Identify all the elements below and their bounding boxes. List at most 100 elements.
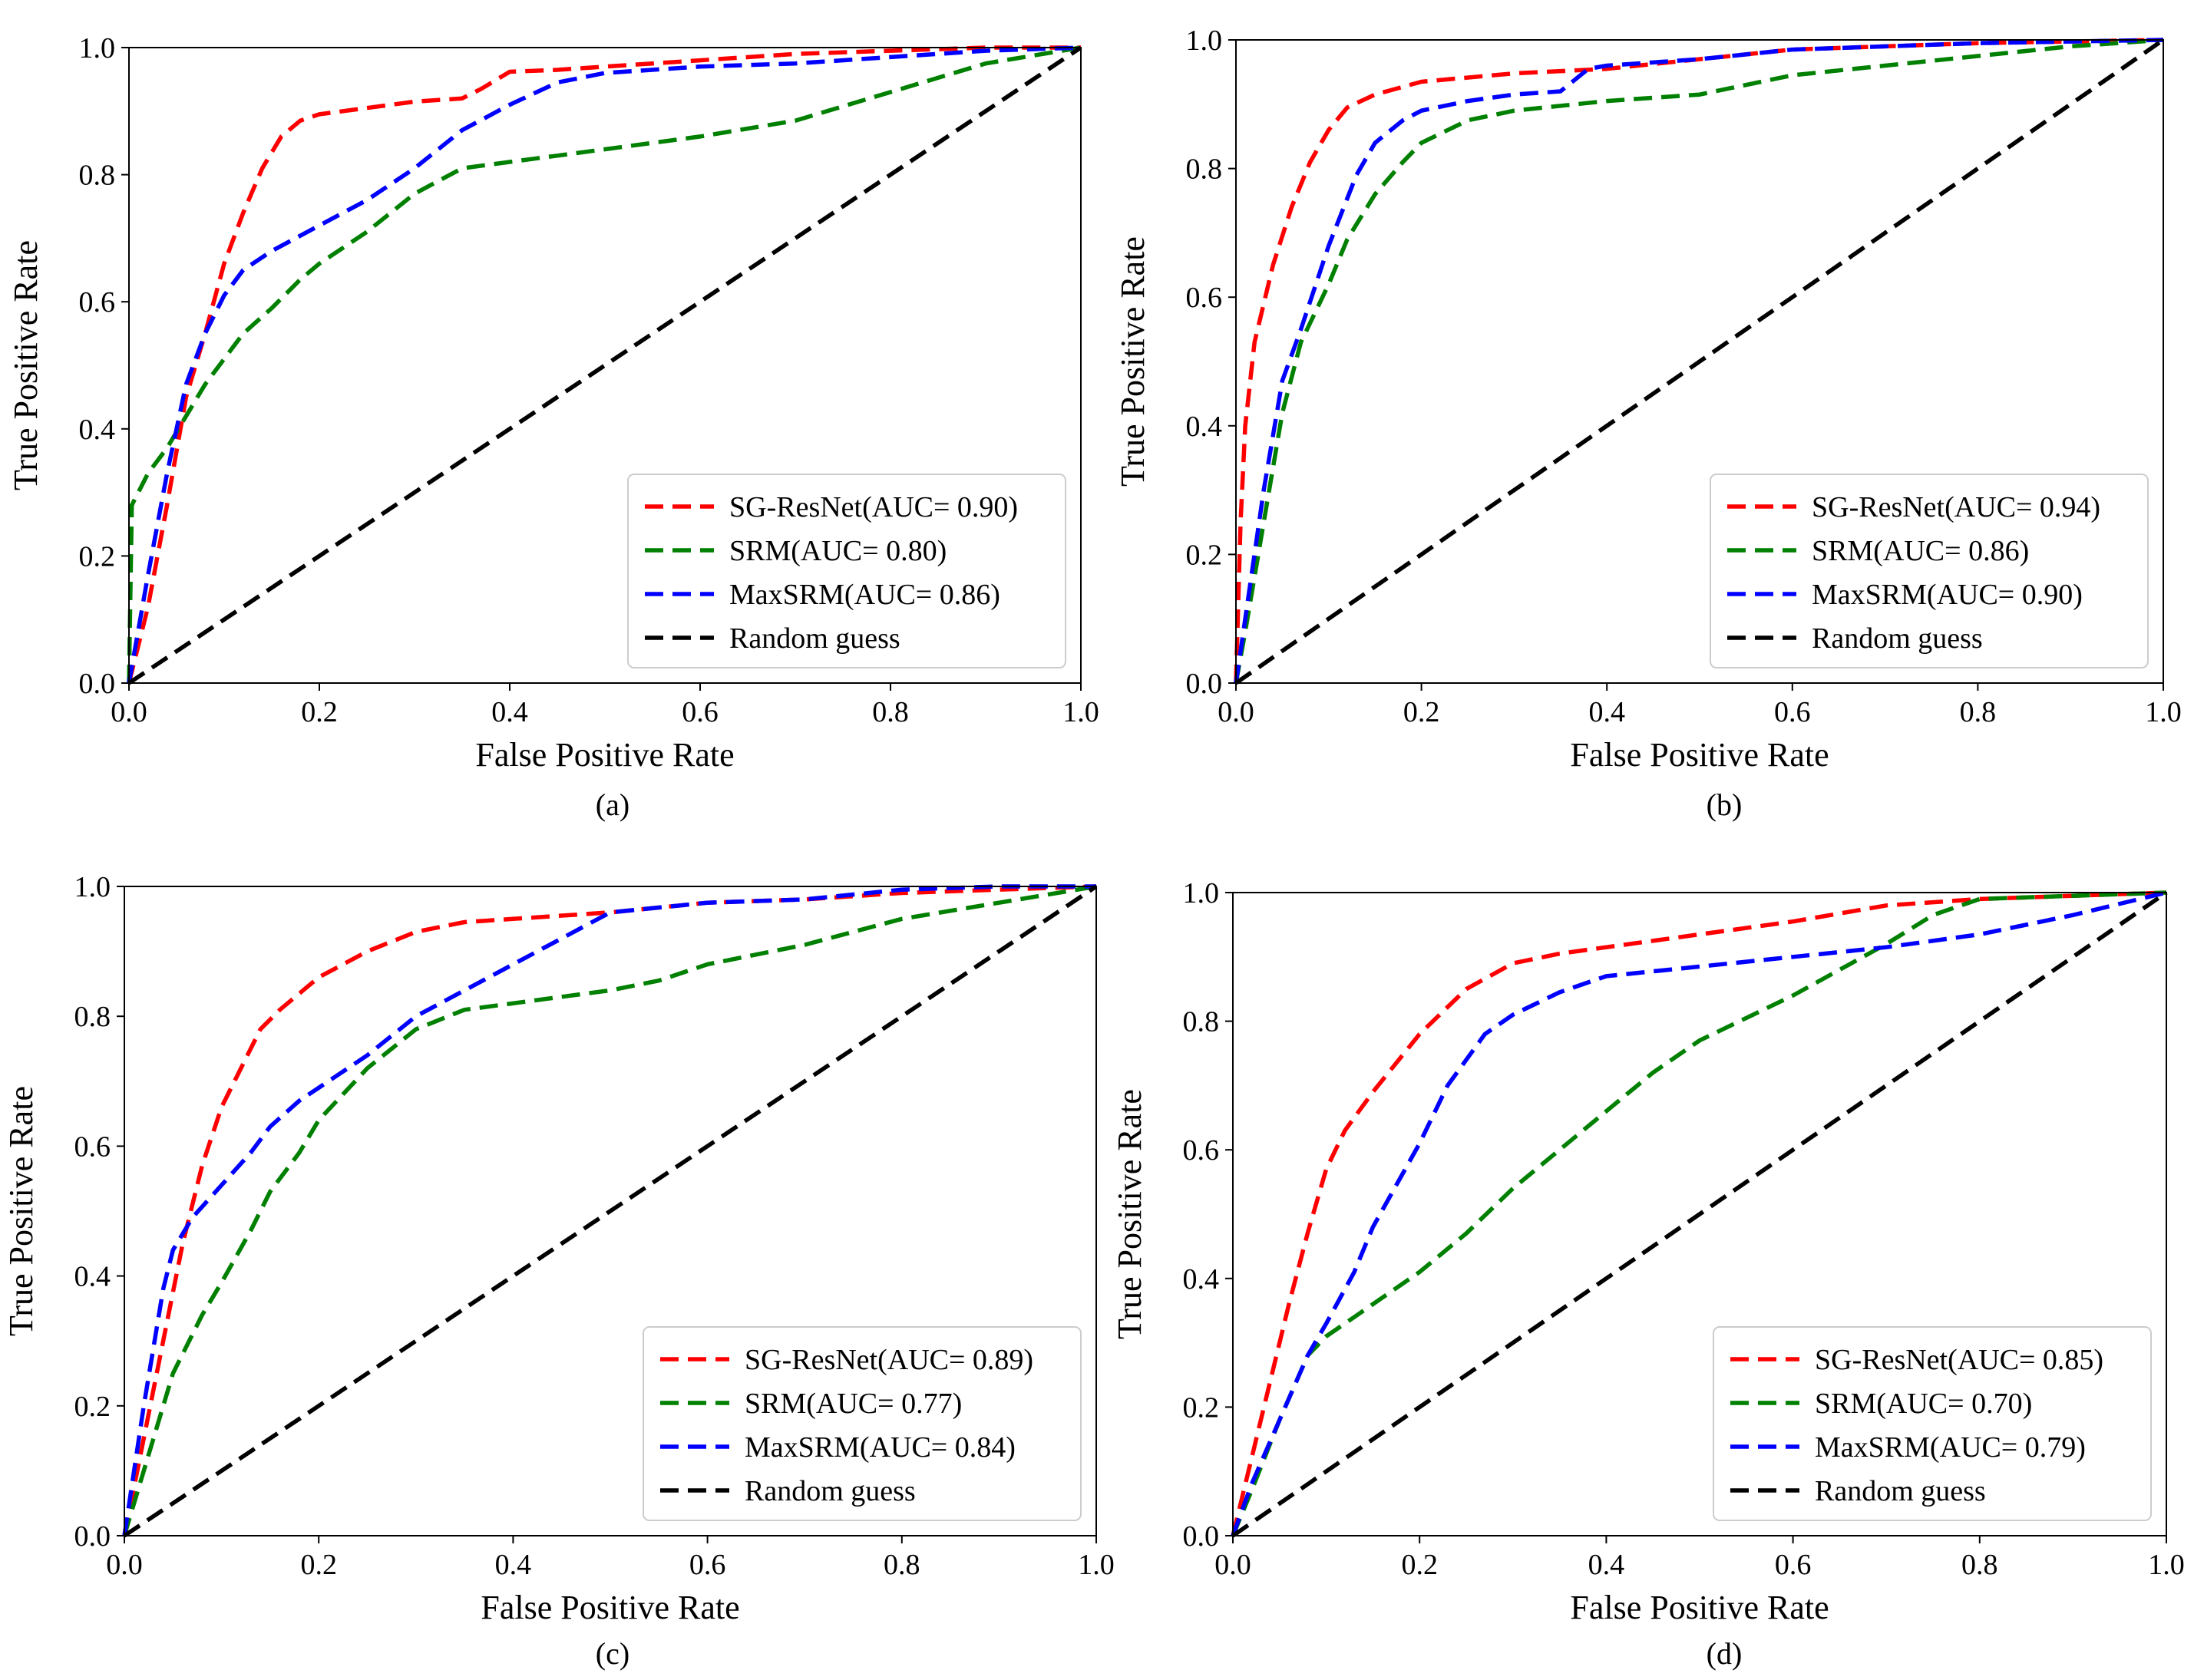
chart-panel-a: 0.0 0.2 0.4 0.6 0.8 1.0 0.0 0.2 0.4 0.6 0.8 1.0 Fals… [7,32,1099,822]
x-tick-label: 0.0 [1218,696,1254,728]
y-tick-label: 0.2 [74,1391,111,1423]
legend-entry: MaxSRM(AUC= 0.90) [1812,579,2083,611]
random-guess-line [1231,890,2168,1538]
x-tick-label: 0.4 [491,696,528,728]
series-line-srm [122,884,1097,1536]
legend-box [627,474,1066,668]
series-line-maxsrm [1234,38,2164,684]
y-tick-label: 0.6 [1186,282,1223,314]
legend-box [1713,1326,2152,1521]
legend-box [1710,474,2149,668]
y-tick-label: 0.8 [74,1001,111,1033]
random-guess-line [127,45,1082,685]
chart-panel-b: 0.0 0.2 0.4 0.6 0.8 1.0 0.0 0.2 0.4 0.6 0.8 1.0 Fals… [1114,25,2182,822]
y-tick-label: 0.0 [79,668,116,700]
x-tick-label: 0.4 [1588,1549,1625,1581]
y-tick-label: 1.0 [74,871,111,903]
y-tick-label: 0.4 [74,1261,111,1293]
series-line-sg-resnet [1231,890,2167,1536]
x-tick-label: 0.0 [106,1549,143,1581]
y-tick-label: 0.0 [1186,668,1223,700]
x-tick-label: 0.8 [1960,696,1997,728]
x-tick-label: 0.8 [884,1549,920,1581]
y-tick-label: 0.2 [79,540,116,573]
x-tick-label: 0.4 [495,1549,532,1581]
axes-frame [128,47,1082,684]
legend-box [643,1326,1082,1521]
series-line-maxsrm [122,884,1096,1536]
legend-entry: SRM(AUC= 0.80) [729,535,947,567]
chart-panel-d: 0.0 0.2 0.4 0.6 0.8 1.0 0.0 0.2 0.4 0.6 0.8 1.0 Fals… [1111,877,2185,1671]
x-tick-label: 0.6 [1775,1549,1812,1581]
y-tick-label: 0.0 [1183,1520,1220,1553]
x-tick-label: 0.8 [1961,1549,1998,1581]
y-axis-label: True Positive Rate [2,1086,40,1336]
series-line-sg-resnet [1234,38,2164,684]
chart-panel-c: 0.0 0.2 0.4 0.6 0.8 1.0 0.0 0.2 0.4 0.6 0.8 1.0 Fals… [2,871,1115,1671]
y-tick-label: 0.8 [1186,153,1223,186]
axes-frame [124,886,1097,1536]
legend-entry: SG-ResNet(AUC= 0.85) [1815,1344,2103,1376]
legend-entry: Random guess [729,622,900,655]
x-tick-label: 0.6 [1774,696,1811,728]
x-axis-label: False Positive Rate [481,1589,739,1626]
axes-frame [1232,892,2167,1536]
panel-label: (d) [1707,1636,1743,1671]
legend-entry: SG-ResNet(AUC= 0.94) [1812,491,2100,523]
random-guess-line [123,884,1098,1538]
y-tick-label: 1.0 [1186,25,1223,57]
legend-entry: Random guess [745,1475,916,1507]
y-tick-label: 0.2 [1183,1391,1220,1424]
series-line-maxsrm [1231,890,2167,1536]
legend-entry: SG-ResNet(AUC= 0.90) [729,491,1018,523]
x-tick-label: 0.0 [1214,1549,1251,1581]
x-tick-label: 0.4 [1588,696,1625,728]
x-tick-label: 0.6 [689,1549,726,1581]
legend-entry: MaxSRM(AUC= 0.79) [1815,1431,2086,1464]
y-tick-label: 1.0 [79,32,116,64]
x-tick-label: 1.0 [1062,696,1099,728]
x-axis-label: False Positive Rate [1570,1589,1829,1626]
y-tick-label: 0.0 [74,1520,111,1553]
y-tick-label: 1.0 [1183,877,1220,909]
x-tick-label: 1.0 [1078,1549,1115,1581]
legend-entry: SRM(AUC= 0.77) [745,1388,962,1420]
y-tick-label: 0.6 [1183,1134,1220,1167]
x-tick-label: 0.2 [1403,696,1440,728]
series-line-maxsrm [127,45,1082,684]
x-tick-label: 1.0 [2145,696,2182,728]
series-line-srm [1234,38,2164,684]
y-tick-label: 0.4 [79,414,116,446]
x-tick-label: 0.2 [301,696,338,728]
x-tick-label: 1.0 [2148,1549,2185,1581]
y-axis-label: True Positive Rate [7,240,45,490]
panel-label: (c) [596,1636,629,1671]
x-tick-label: 0.0 [111,696,147,728]
x-tick-label: 0.2 [1401,1549,1438,1581]
legend-entry: Random guess [1812,622,1983,655]
legend-entry: SRM(AUC= 0.86) [1812,535,2029,567]
legend-entry: SG-ResNet(AUC= 0.89) [745,1344,1033,1376]
x-axis-label: False Positive Rate [1570,736,1829,774]
y-axis-label: True Positive Rate [1114,236,1152,487]
random-guess-line [1234,38,2165,685]
panel-label: (b) [1707,787,1743,822]
x-tick-label: 0.8 [872,696,909,728]
x-tick-label: 0.6 [682,696,719,728]
legend-entry: MaxSRM(AUC= 0.84) [745,1431,1016,1464]
y-tick-label: 0.4 [1186,411,1223,443]
legend-entry: MaxSRM(AUC= 0.86) [729,579,1000,611]
y-tick-label: 0.2 [1186,539,1223,571]
panel-label: (a) [596,787,629,822]
x-axis-label: False Positive Rate [475,736,734,774]
y-tick-label: 0.6 [74,1130,111,1163]
y-tick-label: 0.8 [79,160,116,192]
y-tick-label: 0.4 [1183,1263,1220,1295]
y-tick-label: 0.8 [1183,1006,1220,1038]
y-axis-label: True Positive Rate [1111,1089,1148,1339]
axes-frame [1235,39,2164,684]
x-tick-label: 0.2 [300,1549,337,1581]
legend-entry: Random guess [1815,1475,1986,1507]
legend-entry: SRM(AUC= 0.70) [1815,1388,2032,1420]
